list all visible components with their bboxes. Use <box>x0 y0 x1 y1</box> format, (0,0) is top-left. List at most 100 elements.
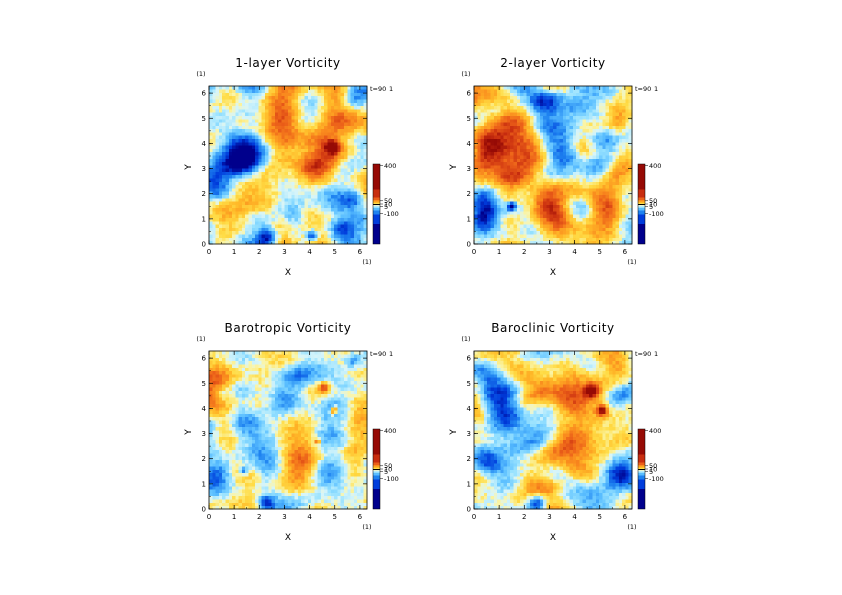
colorbar-tick-label: 10 <box>384 465 392 473</box>
y-unit-label: (1) <box>196 70 205 78</box>
panel-1-layer-vorticity: 0 1 2 3 4 5 6 0 1 2 3 4 5 6 1-layer Vorticity X Y (1) (1) t… <box>0 0 421 297</box>
x-tick-label: 4 <box>307 513 312 521</box>
colorbar-tick-label: -100 <box>649 475 664 483</box>
x-tick-label: 2 <box>257 513 261 521</box>
y-unit-label: (1) <box>196 335 205 343</box>
y-tick-label: 0 <box>467 506 471 514</box>
x-tick-label: 6 <box>358 513 363 521</box>
y-tick-label: 6 <box>202 355 207 363</box>
x-tick-label: 2 <box>257 248 261 256</box>
colorbar-tick-label: 50 <box>649 462 657 470</box>
x-axis-label: X <box>550 533 556 543</box>
y-unit-label: (1) <box>461 335 470 343</box>
plot-frame <box>473 350 633 510</box>
chart-baroclinic-vorticity: 0 1 2 3 4 5 6 0 1 2 3 4 5 6 Baroclinic Vorticity X Y (1) (… <box>449 321 664 543</box>
x-axis-label: X <box>285 268 291 278</box>
x-tick-label: 4 <box>572 513 577 521</box>
y-tick-label: 5 <box>467 115 471 123</box>
y-axis-label: Y <box>449 164 459 171</box>
x-unit-label: (1) <box>362 523 371 531</box>
colorbar-tick-label: 10 <box>649 200 657 208</box>
x-tick-label: 1 <box>497 248 501 256</box>
colorbar-tick-label: 10 <box>384 200 392 208</box>
colorbar-tick-label: 5 <box>384 468 388 476</box>
x-tick-label: 4 <box>572 248 577 256</box>
vorticity-field <box>209 86 368 245</box>
y-tick-label: 6 <box>467 90 472 98</box>
colorbar-tick-label: 400 <box>384 162 396 170</box>
y-tick-label: 2 <box>467 455 471 463</box>
y-axis-label: Y <box>184 164 194 171</box>
x-tick-label: 2 <box>522 248 526 256</box>
y-tick-label: 1 <box>467 480 471 488</box>
colorbar-tick-label: 400 <box>384 427 396 435</box>
chart-2-layer-vorticity: 0 1 2 3 4 5 6 0 1 2 3 4 5 6 2-layer Vorticity X Y (1) (1) t… <box>449 56 664 278</box>
chart-title: Barotropic Vorticity <box>224 321 351 335</box>
x-tick-label: 0 <box>207 248 211 256</box>
chart-barotropic-vorticity: 0 1 2 3 4 5 6 0 1 2 3 4 5 6 Barotropic Vorticity X Y (1) (… <box>184 321 399 543</box>
time-label-suffix: 1 <box>389 350 393 358</box>
y-unit-label: (1) <box>461 70 470 78</box>
x-unit-label: (1) <box>627 523 636 531</box>
chart-title: 1-layer Vorticity <box>235 56 340 70</box>
y-tick-label: 1 <box>202 215 206 223</box>
x-tick-label: 1 <box>497 513 501 521</box>
time-label: t=90 <box>635 350 651 358</box>
time-label-suffix: 1 <box>654 85 658 93</box>
x-tick-label: 5 <box>333 248 337 256</box>
chart-title: Baroclinic Vorticity <box>491 321 615 335</box>
colorbar-tick-label: -100 <box>649 210 664 218</box>
vorticity-field <box>209 351 368 510</box>
colorbar-tick-label: 5 <box>384 203 388 211</box>
x-tick-label: 5 <box>598 513 602 521</box>
x-tick-label: 5 <box>598 248 602 256</box>
x-tick-label: 3 <box>282 248 286 256</box>
x-unit-label: (1) <box>362 258 371 266</box>
y-tick-label: 1 <box>202 480 206 488</box>
y-tick-label: 3 <box>202 430 206 438</box>
x-unit-label: (1) <box>627 258 636 266</box>
time-label: t=90 <box>635 85 651 93</box>
x-tick-label: 3 <box>547 513 551 521</box>
y-tick-label: 5 <box>202 380 206 388</box>
y-tick-label: 0 <box>467 241 471 249</box>
colorbar-tick-label: 400 <box>649 162 661 170</box>
x-axis-label: X <box>285 533 291 543</box>
x-tick-label: 3 <box>282 513 286 521</box>
vorticity-field <box>474 351 633 510</box>
colorbar-tick-label: 400 <box>649 427 661 435</box>
plot-frame <box>208 350 368 510</box>
x-tick-label: 0 <box>207 513 211 521</box>
y-tick-label: 4 <box>467 405 472 413</box>
y-tick-label: 2 <box>202 455 206 463</box>
x-tick-label: 1 <box>232 513 236 521</box>
x-tick-label: 2 <box>522 513 526 521</box>
y-axis-label: Y <box>184 429 194 436</box>
y-tick-label: 2 <box>467 190 471 198</box>
y-tick-label: 3 <box>202 165 206 173</box>
panel-barotropic-vorticity: 0 1 2 3 4 5 6 0 1 2 3 4 5 6 Barotropic Vorticity X Y (1) (… <box>0 265 421 562</box>
time-label-suffix: 1 <box>654 350 658 358</box>
x-tick-label: 4 <box>307 248 312 256</box>
x-tick-label: 1 <box>232 248 236 256</box>
colorbar-tick-label: 50 <box>649 197 657 205</box>
y-tick-label: 6 <box>467 355 472 363</box>
y-tick-label: 4 <box>202 140 207 148</box>
y-tick-label: 5 <box>202 115 206 123</box>
y-tick-label: 5 <box>467 380 471 388</box>
colorbar-tick-label: -100 <box>384 210 399 218</box>
colorbar-tick-label: 10 <box>649 465 657 473</box>
y-axis-label: Y <box>449 429 459 436</box>
panel-baroclinic-vorticity: 0 1 2 3 4 5 6 0 1 2 3 4 5 6 Baroclinic Vorticity X Y (1) (… <box>265 265 686 562</box>
x-axis-label: X <box>550 268 556 278</box>
chart-title: 2-layer Vorticity <box>500 56 605 70</box>
y-tick-label: 3 <box>467 165 471 173</box>
y-tick-label: 3 <box>467 430 471 438</box>
x-tick-label: 6 <box>358 248 363 256</box>
y-tick-label: 1 <box>467 215 471 223</box>
y-tick-label: 6 <box>202 90 207 98</box>
y-tick-label: 2 <box>202 190 206 198</box>
